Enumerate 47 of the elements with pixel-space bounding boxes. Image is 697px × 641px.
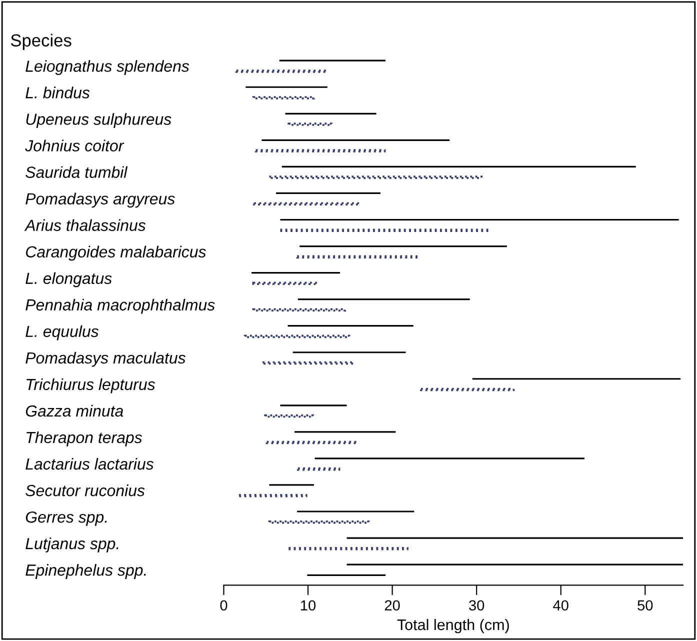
y-tick-label: L. elongatus [26, 272, 112, 288]
y-tick-label: L. equulus [26, 325, 99, 340]
y-tick-label: Pomadasys argyreus [26, 192, 175, 208]
y-tick-label: Gazza minuta [26, 404, 124, 417]
x-tick-label: 50 [638, 600, 653, 611]
y-tick-label: Leiognathus splendens [26, 60, 190, 76]
y-tick-label: Lactarius lactarius [26, 458, 154, 470]
bar [252, 282, 318, 286]
bar [235, 70, 328, 73]
y-tick-label: Saurida tumbil [26, 166, 128, 178]
bar [266, 440, 358, 444]
bar [268, 176, 483, 179]
bar [253, 202, 360, 206]
y-axis-title: Species [10, 34, 72, 50]
bar [252, 308, 346, 312]
y-tick-label: Carangoides malabaricus [26, 246, 206, 261]
bar [279, 228, 490, 232]
y-tick-label: Secutor ruconius [26, 484, 145, 496]
bar [254, 149, 386, 152]
bar [296, 255, 420, 259]
x-tick-label: 40 [553, 600, 568, 611]
bar [252, 96, 315, 100]
y-tick-label: Johnius coitor [25, 140, 124, 152]
y-tick-label: L. bindus [26, 86, 90, 98]
bar [296, 467, 340, 471]
y-tick-label: Pennahia macrophthalmus [26, 298, 215, 314]
y-tick-label: Pomadasys maculatus [26, 352, 186, 367]
y-tick-label: Trichiurus lepturus [26, 378, 155, 394]
bar [238, 494, 308, 498]
x-tick-label: 10 [301, 600, 316, 611]
y-tick-label: Gerres spp. [26, 511, 107, 526]
x-axis-title: Total length (cm) [397, 618, 509, 634]
x-tick-label: 0 [220, 600, 228, 611]
bar [288, 122, 333, 126]
x-tick-label: 20 [384, 600, 400, 611]
y-tick-label: Arius thalassinus [24, 219, 146, 231]
bar [264, 414, 314, 418]
x-tick-label: 30 [469, 600, 484, 611]
bar [420, 388, 515, 392]
bar [288, 546, 408, 550]
y-tick-label: Lutjanus spp. [26, 538, 118, 552]
y-tick-label: Epinephelus spp. [26, 564, 146, 579]
y-tick-label: Therapon teraps [26, 431, 142, 446]
y-tick-label: Upeneus sulphureus [26, 113, 172, 128]
bar [262, 361, 354, 365]
bar [244, 334, 350, 338]
bar [268, 520, 370, 524]
